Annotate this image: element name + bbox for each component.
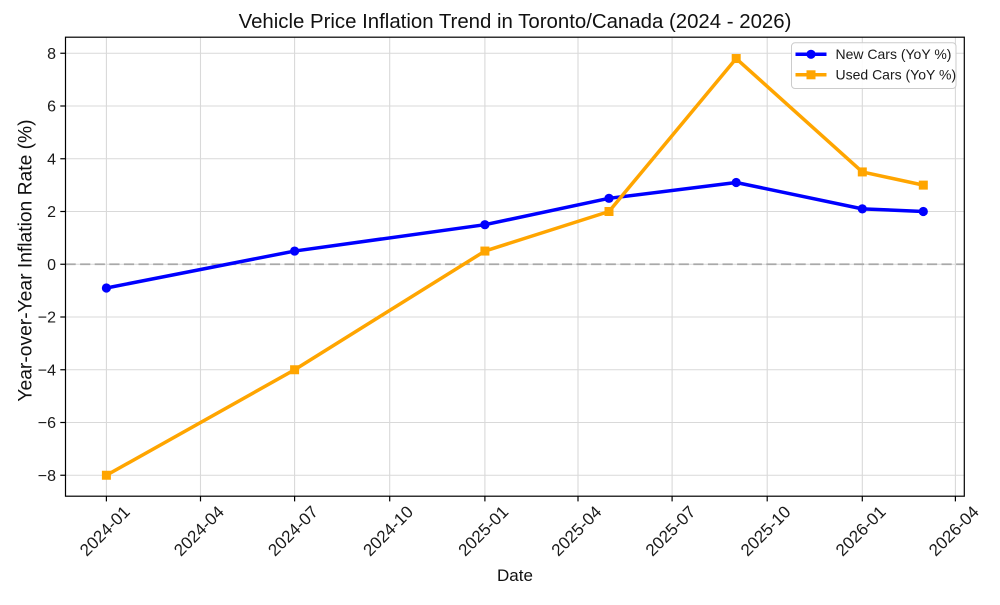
svg-text:8: 8 [47, 46, 56, 63]
svg-text:−8: −8 [38, 468, 56, 485]
svg-text:New Cars (YoY %): New Cars (YoY %) [836, 46, 952, 62]
svg-text:Vehicle Price Inflation Trend: Vehicle Price Inflation Trend in Toronto… [239, 11, 792, 33]
svg-text:−4: −4 [38, 362, 56, 379]
svg-text:Used Cars (YoY %): Used Cars (YoY %) [836, 67, 957, 83]
svg-text:0: 0 [47, 257, 56, 274]
svg-text:4: 4 [47, 151, 56, 168]
svg-text:Date: Date [497, 566, 533, 585]
svg-text:2: 2 [47, 204, 56, 221]
svg-text:−2: −2 [38, 310, 56, 327]
svg-text:Year-over-Year Inflation Rate: Year-over-Year Inflation Rate (%) [15, 119, 36, 401]
svg-text:−6: −6 [38, 415, 56, 432]
svg-text:6: 6 [47, 99, 56, 116]
